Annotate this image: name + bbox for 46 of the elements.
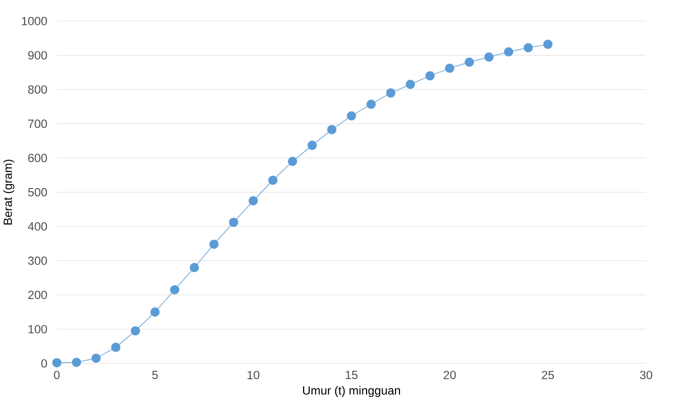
point — [386, 88, 396, 98]
point — [308, 140, 317, 150]
point — [268, 175, 278, 185]
point — [543, 40, 553, 49]
point — [406, 80, 416, 89]
point — [464, 57, 474, 67]
y-axis-title: Berat (gram) — [3, 160, 14, 224]
x-tick-label: 10 — [248, 370, 260, 380]
y-tick-label: 1000 — [22, 16, 47, 26]
x-tick-label: 25 — [542, 370, 554, 380]
point — [524, 42, 533, 52]
y-tick-label: 400 — [28, 222, 47, 231]
point — [72, 358, 82, 367]
point — [248, 196, 258, 206]
point — [190, 262, 199, 272]
point — [111, 342, 120, 352]
y-tick-label: 200 — [28, 290, 47, 299]
x-axis-title: Umur (t) mingguan — [303, 386, 400, 397]
point — [130, 326, 140, 336]
x-tick-label: 20 — [444, 370, 456, 380]
x-tick-label: 15 — [346, 370, 358, 379]
y-tick-label: 900 — [28, 50, 47, 60]
y-tick-label: 0 — [41, 359, 47, 368]
point — [425, 71, 435, 80]
y-tick-label: 700 — [28, 119, 47, 128]
y-tick-label: 800 — [28, 85, 47, 94]
y-tick-label: 500 — [28, 188, 47, 196]
point — [288, 156, 298, 166]
point — [484, 52, 494, 62]
point — [150, 307, 160, 317]
y-tick-label: 100 — [28, 324, 47, 334]
point — [170, 285, 180, 294]
point — [91, 353, 101, 363]
x-tick-label: 30 — [640, 370, 652, 380]
x-tick-label: 0 — [54, 370, 60, 380]
point — [327, 124, 336, 134]
point — [228, 218, 238, 227]
point — [504, 47, 514, 56]
x-tick-label: 5 — [152, 370, 158, 379]
y-tick-label: 300 — [28, 256, 47, 265]
point — [209, 239, 219, 249]
point — [445, 64, 454, 73]
point — [366, 99, 376, 109]
point — [52, 358, 62, 368]
y-tick-label: 600 — [28, 154, 47, 162]
point — [346, 111, 356, 120]
